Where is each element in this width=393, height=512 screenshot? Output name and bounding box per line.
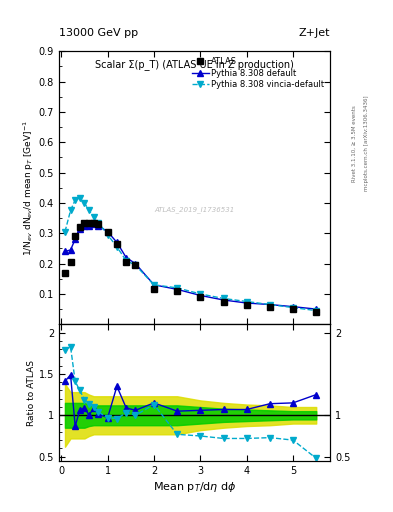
Pythia 8.308 vincia-default <box>268 302 272 308</box>
Pythia 8.308 default <box>77 226 82 232</box>
ATLAS <box>221 298 226 305</box>
Legend: ATLAS, Pythia 8.308 default, Pythia 8.308 vincia-default: ATLAS, Pythia 8.308 default, Pythia 8.30… <box>190 55 326 91</box>
Pythia 8.308 vincia-default <box>124 258 129 264</box>
Pythia 8.308 default <box>268 302 272 308</box>
Pythia 8.308 default <box>91 221 96 227</box>
Pythia 8.308 vincia-default <box>77 195 82 201</box>
ATLAS <box>244 302 249 308</box>
Pythia 8.308 vincia-default <box>82 200 87 206</box>
ATLAS <box>91 220 96 226</box>
Text: Rivet 3.1.10, ≥ 3.5M events: Rivet 3.1.10, ≥ 3.5M events <box>352 105 357 182</box>
Pythia 8.308 vincia-default <box>114 244 119 250</box>
Text: 13000 GeV pp: 13000 GeV pp <box>59 28 138 38</box>
Pythia 8.308 vincia-default <box>73 197 77 203</box>
Pythia 8.308 vincia-default <box>175 285 180 291</box>
Pythia 8.308 vincia-default <box>198 291 203 297</box>
Y-axis label: Ratio to ATLAS: Ratio to ATLAS <box>27 359 36 425</box>
ATLAS <box>87 220 92 226</box>
ATLAS <box>68 259 73 265</box>
Text: Z+Jet: Z+Jet <box>299 28 330 38</box>
X-axis label: Mean p$_T$/d$\eta$ d$\phi$: Mean p$_T$/d$\eta$ d$\phi$ <box>153 480 236 494</box>
Pythia 8.308 vincia-default <box>87 207 92 214</box>
Line: ATLAS: ATLAS <box>62 220 319 315</box>
ATLAS <box>314 309 319 315</box>
Pythia 8.308 vincia-default <box>96 220 101 226</box>
Pythia 8.308 vincia-default <box>91 214 96 220</box>
ATLAS <box>82 220 87 226</box>
Pythia 8.308 default <box>105 229 110 235</box>
Pythia 8.308 vincia-default <box>152 282 156 288</box>
Pythia 8.308 default <box>152 282 156 288</box>
Line: Pythia 8.308 default: Pythia 8.308 default <box>62 221 320 312</box>
ATLAS <box>73 233 77 239</box>
Text: Scalar Σ(p_T) (ATLAS UE in Z production): Scalar Σ(p_T) (ATLAS UE in Z production) <box>95 59 294 70</box>
Pythia 8.308 vincia-default <box>105 232 110 238</box>
Pythia 8.308 default <box>114 239 119 245</box>
Pythia 8.308 default <box>244 300 249 306</box>
Pythia 8.308 default <box>68 247 73 253</box>
Text: mcplots.cern.ch [arXiv:1306.3436]: mcplots.cern.ch [arXiv:1306.3436] <box>364 96 369 191</box>
Y-axis label: 1/N$_{ev}$ dN$_{ev}$/d mean p$_T$ [GeV]$^{-1}$: 1/N$_{ev}$ dN$_{ev}$/d mean p$_T$ [GeV]$… <box>22 120 36 255</box>
Pythia 8.308 default <box>96 223 101 229</box>
ATLAS <box>291 306 296 312</box>
Text: ATLAS_2019_I1736531: ATLAS_2019_I1736531 <box>154 206 235 213</box>
ATLAS <box>124 259 129 265</box>
Pythia 8.308 vincia-default <box>291 305 296 311</box>
ATLAS <box>96 221 101 227</box>
Pythia 8.308 vincia-default <box>133 262 138 268</box>
Pythia 8.308 default <box>124 254 129 261</box>
ATLAS <box>175 288 180 294</box>
ATLAS <box>133 262 138 268</box>
Pythia 8.308 default <box>87 223 92 229</box>
Pythia 8.308 default <box>175 286 180 292</box>
Line: Pythia 8.308 vincia-default: Pythia 8.308 vincia-default <box>62 195 320 314</box>
ATLAS <box>268 304 272 310</box>
ATLAS <box>77 224 82 230</box>
Pythia 8.308 default <box>62 248 67 254</box>
ATLAS <box>62 270 67 276</box>
Pythia 8.308 vincia-default <box>68 207 73 214</box>
Pythia 8.308 vincia-default <box>244 298 249 305</box>
Pythia 8.308 default <box>82 223 87 229</box>
ATLAS <box>114 241 119 247</box>
Pythia 8.308 vincia-default <box>314 308 319 314</box>
Pythia 8.308 vincia-default <box>62 229 67 235</box>
ATLAS <box>105 229 110 235</box>
ATLAS <box>198 294 203 300</box>
Pythia 8.308 default <box>198 292 203 298</box>
ATLAS <box>152 286 156 292</box>
Pythia 8.308 default <box>133 261 138 267</box>
Pythia 8.308 default <box>221 297 226 303</box>
Pythia 8.308 default <box>314 306 319 312</box>
Pythia 8.308 default <box>291 304 296 310</box>
Pythia 8.308 default <box>73 236 77 242</box>
Pythia 8.308 vincia-default <box>221 295 226 302</box>
